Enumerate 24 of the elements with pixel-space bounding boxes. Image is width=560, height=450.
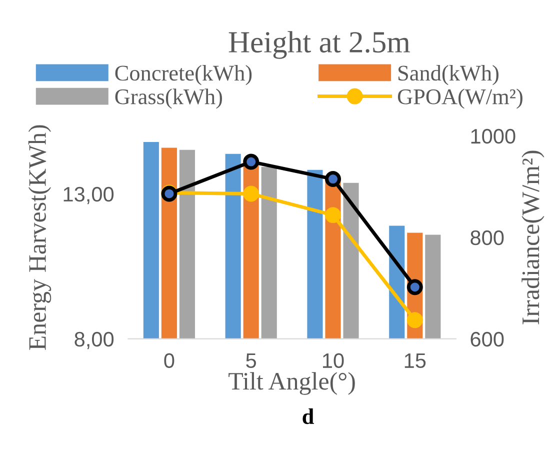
- point: [406, 279, 423, 296]
- x-tick-label: 0: [164, 353, 174, 368]
- y-tick-label: 8,00: [74, 332, 114, 350]
- legend-label: GPOA(W/m²): [398, 88, 522, 109]
- legend-label: Grass(kWh): [115, 88, 222, 109]
- x-axis-title: Tilt Angle(°): [228, 372, 355, 395]
- y2-tick-label: 800: [470, 230, 504, 246]
- point: [243, 154, 260, 170]
- legend-label: Sand(kWh): [398, 65, 498, 86]
- y2-tick-label: 600: [470, 332, 504, 347]
- y2-tick-label: 1000: [471, 128, 516, 144]
- y-axis-title: Energy Harvest(KWh): [28, 125, 52, 350]
- chart-title: Height at 2.5m: [228, 31, 410, 59]
- legend-label: Concrete(kWh): [115, 65, 252, 86]
- point: [406, 312, 423, 328]
- x-tick-label: 15: [404, 354, 426, 368]
- text: d: [302, 408, 314, 424]
- point: [243, 186, 260, 202]
- y-tick-label: 13,00: [64, 186, 114, 204]
- point: [325, 171, 341, 188]
- x-tick-label: 10: [322, 353, 344, 368]
- x-tick-label: 5: [246, 354, 256, 368]
- point: [325, 207, 341, 224]
- y2-axis-title: Irradiance(W/m²): [522, 150, 544, 324]
